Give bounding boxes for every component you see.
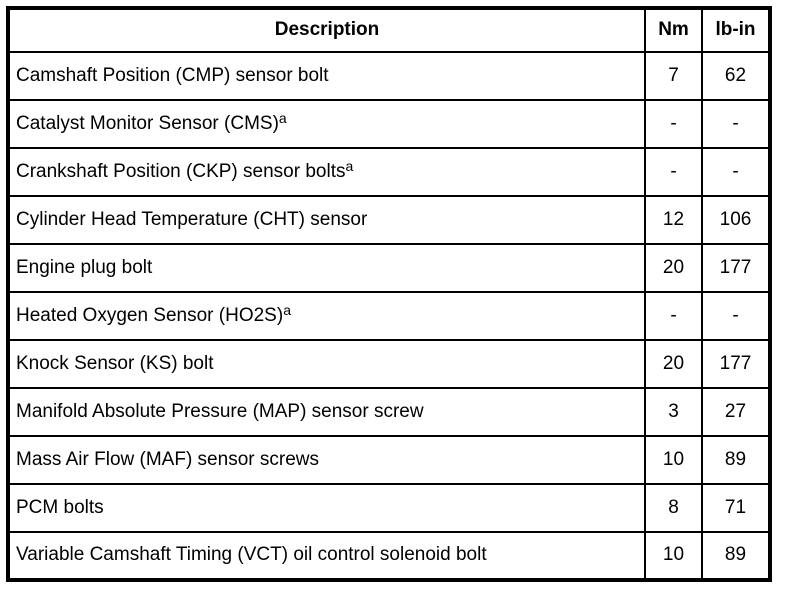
table-row: Catalyst Monitor Sensor (CMS)a - - <box>7 99 771 149</box>
torque-spec-table: Description Nm lb-in Camshaft Position (… <box>6 6 772 582</box>
description-text: PCM bolts <box>16 496 104 518</box>
description-cell: Knock Sensor (KS) bolt <box>7 339 646 389</box>
lbin-value-cell: 106 <box>701 195 771 245</box>
description-text: Manifold Absolute Pressure (MAP) sensor … <box>16 400 424 422</box>
description-cell: Heated Oxygen Sensor (HO2S)a <box>7 291 646 341</box>
description-cell: Catalyst Monitor Sensor (CMS)a <box>7 99 646 149</box>
description-cell: Cylinder Head Temperature (CHT) sensor <box>7 195 646 245</box>
lbin-value-cell: 27 <box>701 387 771 437</box>
table-row: Variable Camshaft Timing (VCT) oil contr… <box>7 531 771 581</box>
lbin-value-cell: 89 <box>701 435 771 485</box>
lbin-value-cell: 177 <box>701 243 771 293</box>
nm-value-cell: - <box>644 99 703 149</box>
description-cell: Variable Camshaft Timing (VCT) oil contr… <box>7 531 646 581</box>
table-row: Heated Oxygen Sensor (HO2S)a - - <box>7 291 771 341</box>
footnote-marker: a <box>278 109 287 126</box>
column-header-lbin: lb-in <box>701 7 771 53</box>
description-text: Engine plug bolt <box>16 256 153 278</box>
description-text: Catalyst Monitor Sensor (CMS) <box>16 112 279 134</box>
nm-value-cell: 3 <box>644 387 703 437</box>
table-row: Manifold Absolute Pressure (MAP) sensor … <box>7 387 771 437</box>
description-text: Mass Air Flow (MAF) sensor screws <box>16 448 319 470</box>
description-cell: Mass Air Flow (MAF) sensor screws <box>7 435 646 485</box>
footnote-marker: a <box>283 301 291 318</box>
description-cell: Crankshaft Position (CKP) sensor boltsa <box>7 147 646 197</box>
description-text: Knock Sensor (KS) bolt <box>16 352 214 374</box>
nm-value-cell: 7 <box>644 51 703 101</box>
description-text: Variable Camshaft Timing (VCT) oil contr… <box>16 544 487 566</box>
nm-value-cell: 20 <box>644 339 703 389</box>
lbin-value-cell: 89 <box>701 531 771 581</box>
nm-value-cell: 20 <box>644 243 703 293</box>
description-text: Camshaft Position (CMP) sensor bolt <box>16 64 329 86</box>
nm-value-cell: 10 <box>644 531 703 581</box>
torque-spec-table-container: Description Nm lb-in Camshaft Position (… <box>6 6 772 582</box>
nm-value-cell: - <box>644 291 703 341</box>
table-row: Cylinder Head Temperature (CHT) sensor 12… <box>7 195 771 245</box>
lbin-value-cell: - <box>701 291 771 341</box>
column-header-description: Description <box>7 7 646 53</box>
lbin-value-cell: 62 <box>701 51 771 101</box>
nm-value-cell: 10 <box>644 435 703 485</box>
nm-value-cell: 12 <box>644 195 703 245</box>
description-text: Crankshaft Position (CKP) sensor bolts <box>16 160 346 182</box>
description-cell: Camshaft Position (CMP) sensor bolt <box>7 51 646 101</box>
table-row: Crankshaft Position (CKP) sensor boltsa -… <box>7 147 771 197</box>
description-text: Heated Oxygen Sensor (HO2S) <box>16 304 284 326</box>
lbin-value-cell: - <box>701 147 771 197</box>
description-text: Cylinder Head Temperature (CHT) sensor <box>16 208 368 230</box>
table-row: Knock Sensor (KS) bolt 20 177 <box>7 339 771 389</box>
lbin-value-cell: 177 <box>701 339 771 389</box>
lbin-value-cell: - <box>701 99 771 149</box>
lbin-value-cell: 71 <box>701 483 771 533</box>
header-row: Description Nm lb-in <box>7 7 771 53</box>
table-row: PCM bolts 8 71 <box>7 483 771 533</box>
column-header-nm: Nm <box>644 7 703 53</box>
description-cell: PCM bolts <box>7 483 646 533</box>
table-row: Mass Air Flow (MAF) sensor screws 10 89 <box>7 435 771 485</box>
footnote-marker: a <box>345 157 354 174</box>
table-row: Engine plug bolt 20 177 <box>7 243 771 293</box>
table-row: Camshaft Position (CMP) sensor bolt 7 62 <box>7 51 771 101</box>
nm-value-cell: - <box>644 147 703 197</box>
description-cell: Manifold Absolute Pressure (MAP) sensor … <box>7 387 646 437</box>
description-cell: Engine plug bolt <box>7 243 646 293</box>
nm-value-cell: 8 <box>644 483 703 533</box>
